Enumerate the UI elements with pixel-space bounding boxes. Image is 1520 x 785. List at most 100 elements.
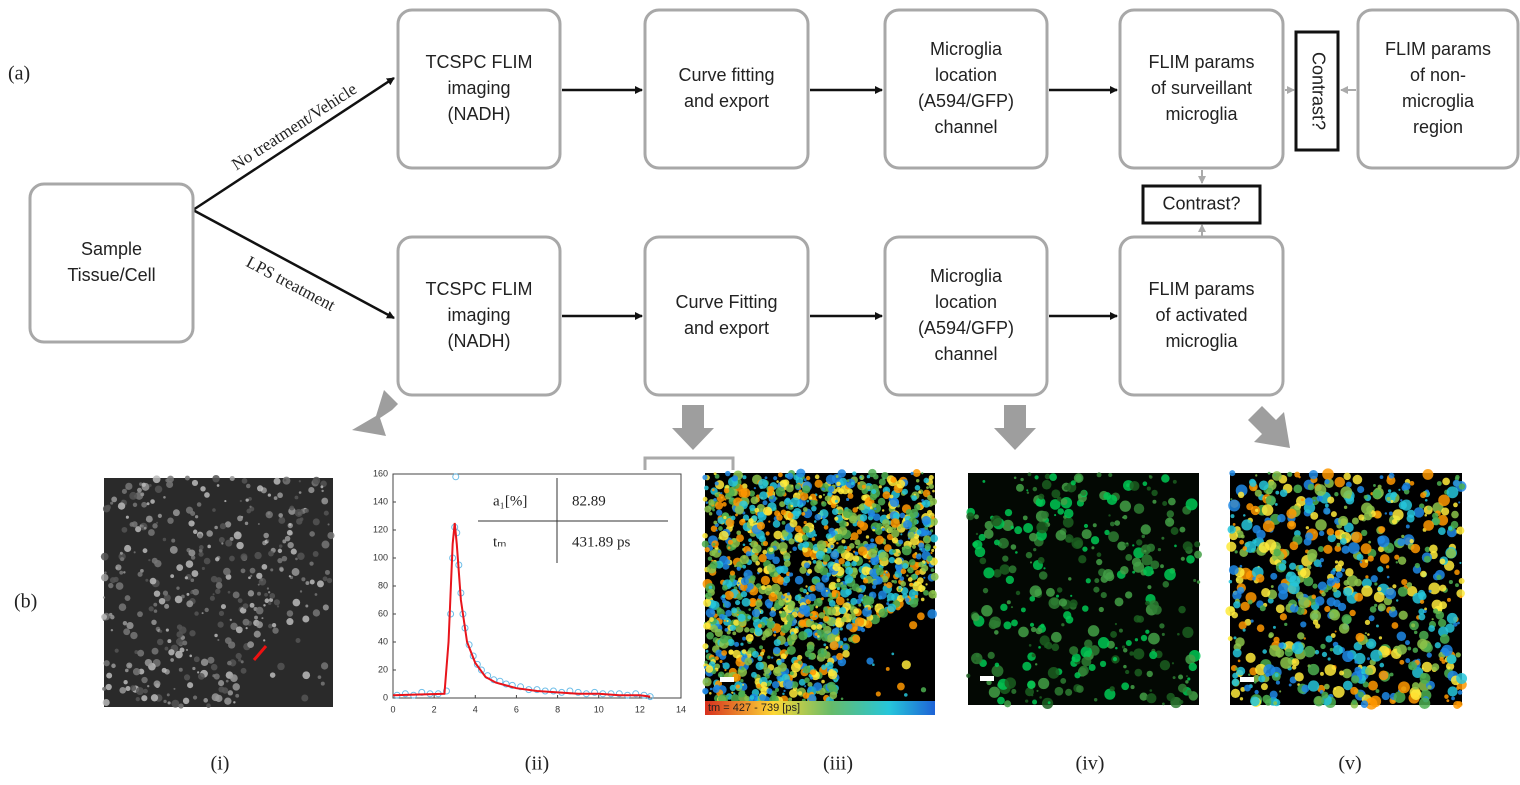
image-blob [769,547,774,552]
image-blob [1305,497,1313,505]
image-blob [1335,560,1338,563]
image-blob [120,557,124,561]
image-blob [1115,597,1124,606]
image-blob [1390,500,1393,503]
image-blob [1365,620,1370,625]
image-blob [1238,492,1244,498]
image-blob [1168,498,1176,506]
image-blob [1270,691,1278,699]
image-blob [1427,652,1432,657]
image-blob [771,656,773,658]
image-blob [184,674,190,680]
image-blob [282,539,286,543]
image-blob [798,631,807,640]
image-blob [250,568,256,574]
image-blob [1018,627,1029,638]
node-label: FLIM params [1148,279,1254,299]
image-blob [185,476,190,481]
image-blob [1390,606,1395,611]
image-blob [832,508,839,515]
node-label: (NADH) [448,104,511,124]
image-blob [1023,515,1028,520]
image-blob [800,621,805,626]
image-blob [724,620,726,622]
image-blob [822,554,830,562]
image-blob [170,574,174,578]
image-blob [787,603,794,610]
image-blob [855,539,861,545]
image-blob [1391,492,1397,498]
image-blob [1379,655,1383,659]
image-blob [740,643,743,646]
image-blob [1377,566,1383,572]
image-blob [748,608,751,611]
image-blob [1331,511,1337,517]
image-blob [878,498,886,506]
image-blob [870,506,873,509]
image-blob [204,492,210,498]
image-blob [789,573,793,577]
image-blob [205,608,209,612]
image-blob [859,522,868,531]
image-blob [983,588,988,593]
image-blob [879,608,888,617]
image-blob [1186,498,1198,510]
node-label: microglia [1165,331,1238,351]
y-tick-label: 20 [378,664,388,674]
image-blob [778,599,785,606]
image-blob [1011,544,1017,550]
image-blob [1414,507,1424,517]
image-blob [309,562,313,566]
image-blob [741,591,747,597]
image-blob [1379,663,1384,668]
image-blob [1365,632,1367,634]
image-blob [1420,600,1424,604]
image-blob [918,491,921,494]
image-blob [843,644,849,650]
label-a: (a) [8,63,30,85]
image-blob [274,496,278,500]
image-blob [989,687,1000,698]
image-blob [994,539,1000,545]
image-blob [1320,644,1325,649]
image-blob [780,592,782,594]
image-blob [815,582,825,592]
image-blob [787,646,796,655]
node-label: imaging [447,78,510,98]
node-label: Curve fitting [678,65,774,85]
image-blob [909,509,918,518]
image-blob [730,625,736,631]
colorbar-label: tm = 427 - 739 [ps] [708,702,800,714]
image-blob [827,682,836,691]
image-blob [1306,526,1309,529]
image-blob [1004,700,1011,707]
image-blob [153,475,161,483]
image-blob [1073,541,1078,546]
image-blob [1282,554,1285,557]
image-blob [317,580,324,587]
image-blob [176,564,183,571]
image-blob [1262,504,1274,516]
image-blob [1407,582,1413,588]
image-blob [736,534,744,542]
image-blob [866,596,875,605]
image-blob [702,540,709,547]
image-blob [1286,508,1296,518]
image-blob [710,561,718,569]
image-blob [101,553,109,561]
image-blob [135,526,141,532]
image-blob [908,532,915,539]
image-blob [836,542,838,544]
image-blob [732,650,740,658]
edge [193,78,394,210]
image-blob [1321,592,1326,597]
image-blob [706,608,716,618]
image-blob [164,604,169,609]
image-blob [900,533,902,535]
panel-label: (iv) [1076,753,1105,775]
image-blob [241,568,246,573]
image-blob [186,649,188,651]
image-blob [1043,567,1045,569]
image-blob [1274,474,1277,477]
image-blob [974,660,976,662]
